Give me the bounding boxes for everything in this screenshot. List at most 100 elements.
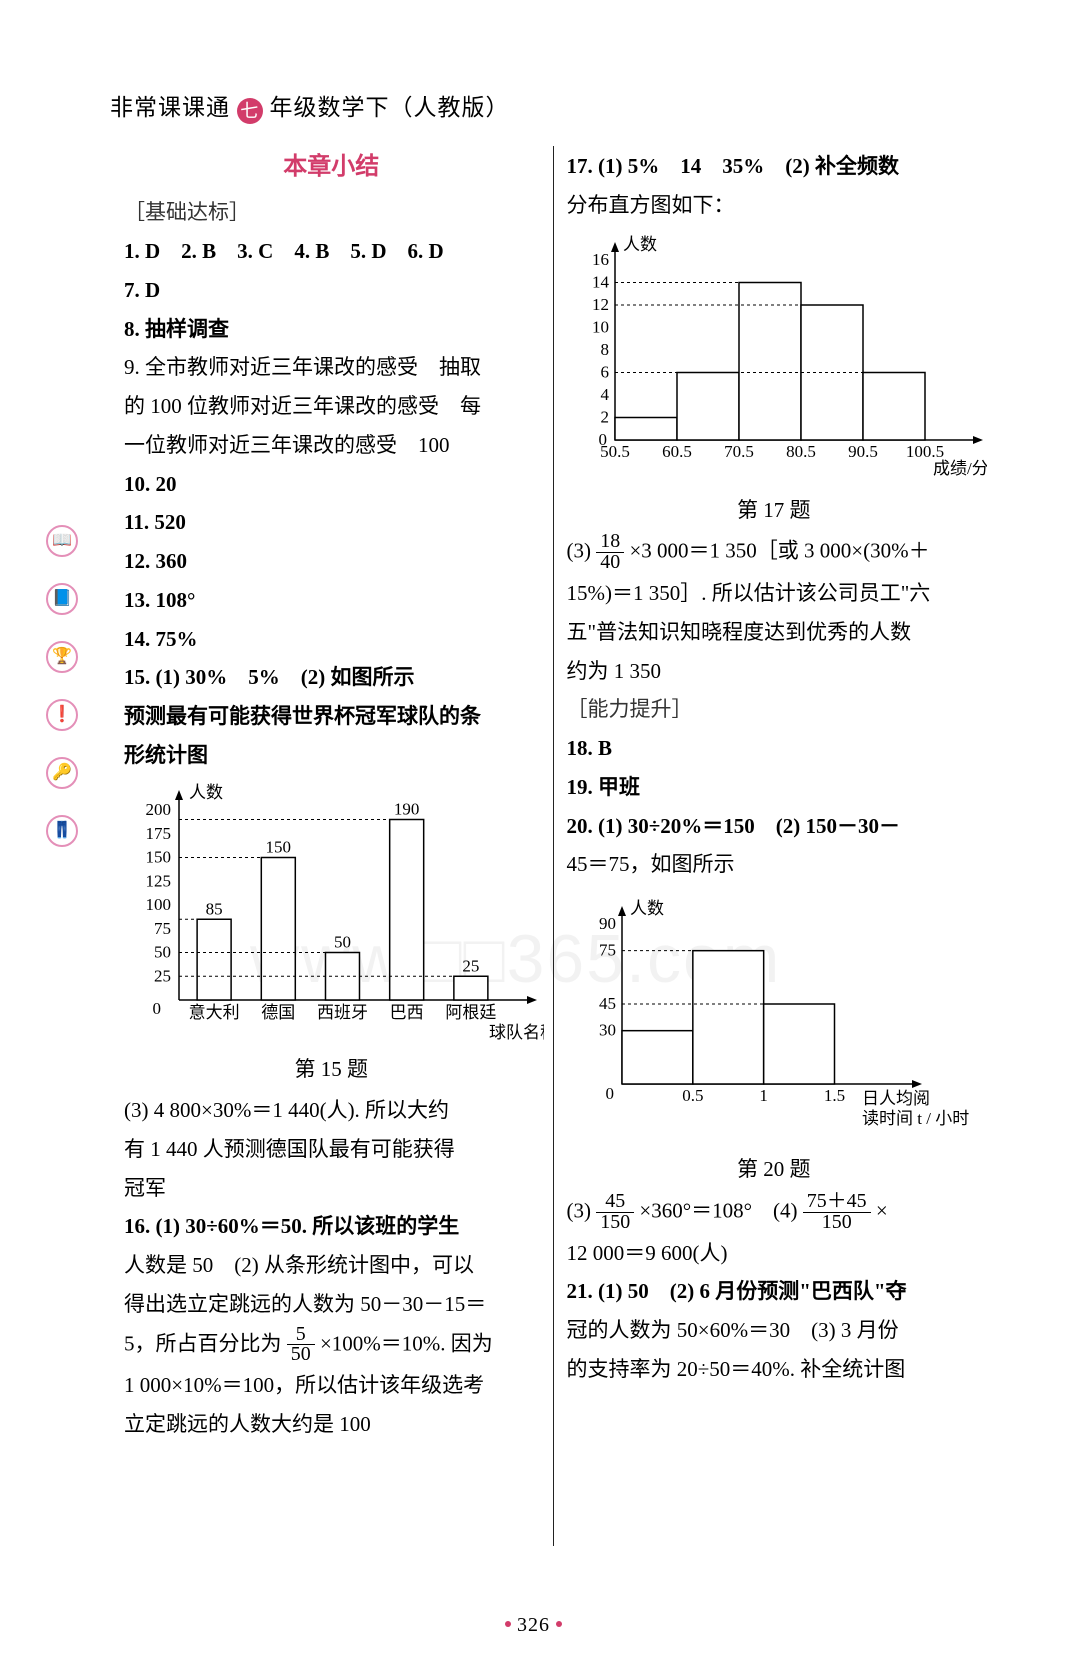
svg-text:意大利: 意大利 [189,1003,240,1022]
title-suffix: 年级数学下（人教版） [270,95,510,120]
svg-text:90: 90 [599,914,616,933]
answer-17-3a: (3) 1840 ×3 000＝1 350［或 3 000×(30%＋ [567,532,982,573]
answer-16e: 1 000×10%＝100，所以估计该年级选考 [124,1367,539,1404]
right-column: 17. (1) 5% 14 35% (2) 补全频数 分布直方图如下： 人数成绩… [553,146,996,1546]
grade-badge-icon: 七 [237,98,263,124]
svg-text:球队名称: 球队名称 [489,1023,544,1040]
answer-13: 13. 108° [124,582,539,619]
answer-17-3b: 15%)＝1 350］. 所以估计该公司员工"六 [567,575,982,612]
svg-text:75: 75 [154,918,171,937]
svg-text:60.5: 60.5 [662,442,692,461]
svg-text:25: 25 [462,956,479,975]
svg-text:巴西: 巴西 [390,1003,424,1022]
answer-9a: 9. 全市教师对近三年课改的感受 抽取 [124,349,539,386]
answer-17a: 17. (1) 5% 14 35% (2) 补全频数 [567,148,982,185]
sidebar-dot: 📖 [46,525,78,557]
answer-16a: 16. (1) 30÷60%＝50. 所以该班的学生 [124,1208,539,1245]
answer-17b: 分布直方图如下： [567,187,982,224]
answer-15-3c: 冠军 [124,1170,539,1207]
title-prefix: 非常课课通 [110,95,230,120]
svg-text:阿根廷: 阿根廷 [445,1003,496,1022]
svg-text:70.5: 70.5 [724,442,754,461]
svg-text:德国: 德国 [261,1003,295,1022]
sidebar-dot: 📘 [46,583,78,615]
svg-text:0.5: 0.5 [682,1086,703,1105]
svg-text:1.5: 1.5 [823,1086,844,1105]
sidebar-icons: 📖 📘 🏆 ❗ 🔑 👖 [46,525,78,847]
answer-14: 14. 75% [124,621,539,658]
answer-7: 7. D [124,272,539,309]
chart-20-caption: 第 20 题 [567,1151,982,1188]
answer-21b: 冠的人数为 50×60%＝30 (3) 3 月份 [567,1312,982,1349]
svg-text:0: 0 [153,999,162,1018]
sidebar-dot: 🏆 [46,641,78,673]
svg-text:10: 10 [592,317,609,336]
answer-11: 11. 520 [124,504,539,541]
svg-text:100: 100 [146,895,172,914]
svg-text:1: 1 [759,1086,768,1105]
svg-text:50.5: 50.5 [600,442,630,461]
svg-text:人数: 人数 [189,783,223,802]
svg-text:6: 6 [600,362,609,381]
svg-text:西班牙: 西班牙 [317,1003,368,1022]
q15-title2: 形统计图 [124,737,539,774]
svg-text:200: 200 [146,800,172,819]
svg-text:日人均阅: 日人均阅 [862,1089,930,1108]
svg-text:150: 150 [146,847,172,866]
svg-text:50: 50 [334,932,351,951]
svg-text:14: 14 [592,272,610,291]
svg-text:190: 190 [394,799,420,818]
subtitle-advanced: ［能力提升］ [567,691,982,728]
answer-9b: 的 100 位教师对近三年课改的感受 每 [124,388,539,425]
answer-15: 15. (1) 30% 5% (2) 如图所示 [124,659,539,696]
section-title: 本章小结 [124,146,539,188]
answer-20-34: (3) 45150 ×360°＝108° (4) 75＋45150 × [567,1192,982,1233]
answer-20a: 20. (1) 30÷20%＝150 (2) 150－30－ [567,808,982,845]
chart-17: 人数成绩/分024681012141650.560.570.580.590.51… [567,230,982,529]
answer-20b: 45＝75，如图所示 [567,846,982,883]
page-number: 326 [0,1608,1067,1643]
answer-19: 19. 甲班 [567,769,982,806]
chart-20: 人数日人均阅读时间 t / 小时0304575900.511.5 第 20 题 [567,889,982,1188]
subtitle-basics: ［基础达标］ [124,194,539,231]
svg-text:4: 4 [600,385,609,404]
answer-1-6: 1. D 2. B 3. C 4. B 5. D 6. D [124,233,539,270]
q15-title1: 预测最有可能获得世界杯冠军球队的条 [124,698,539,735]
answer-10: 10. 20 [124,466,539,503]
svg-text:85: 85 [206,899,223,918]
svg-text:16: 16 [592,250,609,269]
svg-text:80.5: 80.5 [786,442,816,461]
answer-21a: 21. (1) 50 (2) 6 月份预测"巴西队"夺 [567,1273,982,1310]
svg-text:30: 30 [599,1021,616,1040]
sidebar-dot: ❗ [46,699,78,731]
answer-15-3a: (3) 4 800×30%＝1 440(人). 所以大约 [124,1092,539,1129]
sidebar-dot: 👖 [46,815,78,847]
answer-18: 18. B [567,730,982,767]
answer-9c: 一位教师对近三年课改的感受 100 [124,427,539,464]
book-title: 非常课课通 七 年级数学下（人教版） [110,88,995,128]
answer-16f: 立定跳远的人数大约是 100 [124,1406,539,1443]
svg-text:75: 75 [599,941,616,960]
left-column: 本章小结 ［基础达标］ 1. D 2. B 3. C 4. B 5. D 6. … [110,146,553,1546]
sidebar-dot: 🔑 [46,757,78,789]
answer-16d: 5，所占百分比为 550 ×100%＝10%. 因为 [124,1325,539,1366]
svg-text:12: 12 [592,295,609,314]
svg-text:150: 150 [266,837,292,856]
svg-text:8: 8 [600,340,609,359]
answer-8: 8. 抽样调查 [124,311,539,348]
answer-15-3b: 有 1 440 人预测德国队最有可能获得 [124,1131,539,1168]
answer-17-3c: 五"普法知识知晓程度达到优秀的人数 [567,614,982,651]
answer-20-4: 12 000＝9 600(人) [567,1235,982,1272]
svg-text:90.5: 90.5 [848,442,878,461]
answer-21c: 的支持率为 20÷50＝40%. 补全统计图 [567,1351,982,1388]
svg-text:2: 2 [600,407,609,426]
svg-text:人数: 人数 [630,899,664,918]
chart-17-caption: 第 17 题 [567,492,982,529]
svg-text:成绩/分: 成绩/分 [933,459,987,478]
svg-text:25: 25 [154,966,171,985]
svg-text:100.5: 100.5 [905,442,943,461]
svg-text:人数: 人数 [623,235,657,254]
svg-text:125: 125 [146,871,172,890]
answer-17-3d: 约为 1 350 [567,653,982,690]
svg-text:175: 175 [146,823,172,842]
